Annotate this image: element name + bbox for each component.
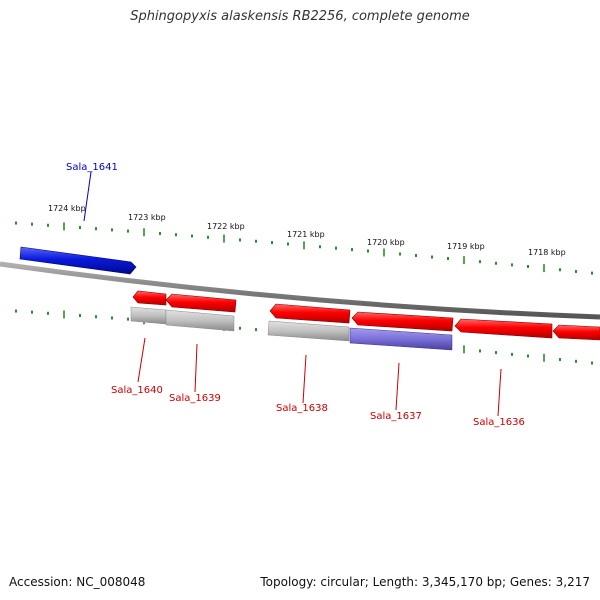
scale-tick-label: 1723 kbp (128, 213, 166, 222)
genome-backbone (0, 261, 600, 320)
purple-feature[interactable] (349, 327, 453, 351)
genome-title: Sphingopyxis alaskensis RB2256, complete… (130, 9, 470, 24)
gray-feature[interactable] (267, 320, 350, 342)
gene-label: Sala_1641 (66, 162, 118, 173)
gene-sala-1636[interactable]: Sala_1636 (454, 318, 553, 428)
gene-sala-1640[interactable]: Sala_1640 (111, 290, 167, 396)
gene-arrow[interactable] (132, 290, 167, 306)
feature-track (130, 306, 453, 351)
scale-tick-label: 1721 kbp (287, 230, 325, 239)
scale-tick-label: 1720 kbp (367, 238, 405, 247)
scale-tick-label: 1718 kbp (528, 248, 566, 257)
gene-label-connector (302, 354, 307, 404)
gene-sala-1639[interactable]: Sala_1639 (165, 293, 237, 404)
gene-sala-1641[interactable]: Sala_1641 (19, 162, 137, 275)
scale-tick-labels: 1724 kbp 1723 kbp 1722 kbp 1721 kbp 1720… (48, 204, 566, 257)
scale-tick-label: 1719 kbp (447, 242, 485, 251)
gray-feature[interactable] (165, 309, 235, 332)
gene-label-connector (395, 362, 400, 411)
gene-label: Sala_1639 (169, 393, 221, 404)
gene-sala-1638[interactable]: Sala_1638 (269, 303, 351, 414)
gray-feature[interactable] (130, 306, 167, 325)
genome-summary: Topology: circular; Length: 3,345,170 bp… (260, 575, 590, 589)
gene-partial-right[interactable] (552, 324, 600, 341)
gene-label: Sala_1640 (111, 385, 163, 396)
gene-arrow[interactable] (552, 324, 600, 341)
scale-ruler (15, 221, 593, 275)
gene-arrow[interactable] (165, 293, 237, 313)
gene-sala-1637[interactable]: Sala_1637 (351, 311, 454, 422)
gene-label-connector (194, 343, 198, 393)
gene-label: Sala_1636 (473, 417, 525, 428)
gene-arrow[interactable] (454, 318, 553, 339)
accession-label: Accession: NC_008048 (9, 575, 146, 589)
gene-label-connector (497, 368, 502, 417)
gene-arrow[interactable] (19, 246, 137, 275)
gene-label-connector (83, 171, 92, 222)
gene-arrow[interactable] (351, 311, 454, 332)
scale-tick-label: 1722 kbp (207, 222, 245, 231)
scale-tick-label: 1724 kbp (48, 204, 86, 213)
gene-arrow[interactable] (269, 303, 351, 324)
gene-label: Sala_1637 (370, 411, 422, 422)
gene-label: Sala_1638 (276, 403, 328, 414)
gene-label-connector (137, 337, 146, 383)
